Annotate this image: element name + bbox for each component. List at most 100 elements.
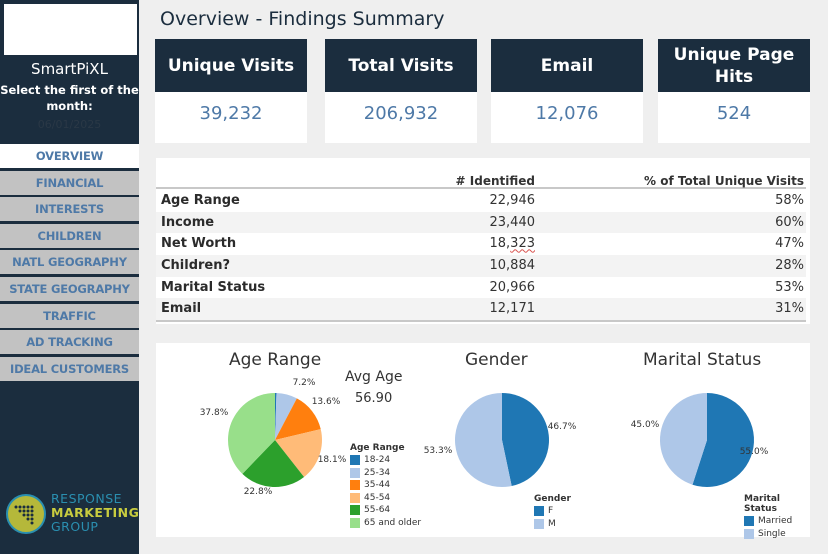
table-row: Income 23,440 60% [156, 211, 806, 234]
spellcheck-underline: 323 [510, 236, 535, 252]
legend-label: M [548, 518, 556, 529]
legend-title: Gender [534, 494, 571, 504]
table-header: # Identified % of Total Unique Visits [156, 174, 806, 189]
response-marketing-group-logo: RESPONSE MARKETING GROUP [6, 492, 140, 536]
row-label: Net Worth [161, 236, 237, 252]
avg-age-label: Avg Age [345, 369, 403, 385]
legend-item-m[interactable]: M [534, 518, 571, 531]
legend-label: 25-34 [364, 467, 391, 478]
legend-swatch [350, 492, 360, 503]
kpi-value: 12,076 [535, 103, 599, 124]
date-selector[interactable]: 06/01/2025 [37, 118, 102, 131]
nav-state-geography[interactable]: STATE GEOGRAPHY [0, 276, 139, 301]
pie-slice-65-and-older[interactable] [228, 393, 275, 474]
marital-status-pie: 55.0% 45.0% [631, 393, 769, 487]
nav-interests[interactable]: INTERESTS [0, 197, 139, 222]
rmg-line-2: MARKETING [51, 505, 140, 520]
legend-item-f[interactable]: F [534, 505, 571, 518]
kpi-unique-page-hits: Unique Page Hits 524 [658, 39, 810, 143]
table-row: Net Worth 18,323 47% [156, 233, 806, 255]
kpi-label: Unique Visits [155, 39, 307, 92]
date-prompt: Select the first of the month: [0, 83, 139, 113]
pie-label-f: 46.7% [548, 422, 577, 432]
kpi-value: 39,232 [199, 103, 263, 124]
legend-item-65-and-older[interactable]: 65 and older [350, 517, 421, 530]
kpi-label: Unique Page Hits [658, 39, 810, 92]
row-identified: 23,440 [489, 214, 536, 230]
legend-swatch [534, 518, 544, 529]
legend-item-45-54[interactable]: 45-54 [350, 492, 421, 505]
legend-item-25-34[interactable]: 25-34 [350, 467, 421, 480]
nav-natl-geography[interactable]: NATL GEOGRAPHY [0, 250, 139, 275]
nav-ideal-customers[interactable]: IDEAL CUSTOMERS [0, 356, 139, 381]
legend-swatch [350, 467, 360, 478]
pie-slice-single[interactable] [660, 393, 707, 485]
pie-slice-married[interactable] [692, 393, 754, 487]
legend-swatch [744, 528, 754, 539]
column-header-identified: # Identified [455, 174, 535, 188]
row-label: Marital Status [161, 279, 266, 295]
legend-swatch [350, 455, 360, 466]
kpi-unique-visits: Unique Visits 39,232 [155, 39, 307, 143]
column-header-pct: % of Total Unique Visits [644, 174, 804, 188]
kpi-label: Total Visits [325, 39, 477, 92]
rmg-logo-icon [6, 494, 46, 534]
row-label: Income [161, 214, 215, 230]
sidebar: SmartPiXL Select the first of the month:… [0, 0, 139, 554]
pie-label-45-54: 18.1% [318, 455, 347, 465]
avg-age-value: 56.90 [355, 391, 393, 406]
row-identified: 10,884 [489, 258, 536, 274]
legend-title: Age Range [350, 443, 405, 453]
table-row: Age Range 22,946 58% [156, 190, 806, 212]
row-pct: 31% [775, 301, 804, 317]
pie-slice-45-54[interactable] [275, 429, 322, 477]
pie-slice-25-34[interactable] [275, 393, 297, 440]
nav-financial[interactable]: FINANCIAL [0, 170, 139, 195]
row-pct: 47% [775, 236, 804, 252]
legend-label: Married [758, 516, 793, 527]
marital-status-legend: Marital Status Married Single [744, 494, 810, 540]
table-row: Email 12,171 31% [156, 298, 806, 321]
row-identified: 18,323 [489, 236, 535, 252]
row-pct: 58% [775, 193, 804, 208]
nav-overview[interactable]: OVERVIEW [0, 144, 139, 168]
row-identified: 22,946 [489, 193, 536, 208]
legend-label: 65 and older [364, 517, 422, 528]
client-logo-placeholder [4, 4, 137, 55]
nav-traffic[interactable]: TRAFFIC [0, 303, 139, 328]
nav-children[interactable]: CHILDREN [0, 223, 139, 248]
row-label: Email [161, 301, 202, 317]
age-range-chart-title: Age Range [229, 350, 322, 370]
pie-slice-m[interactable] [454, 393, 512, 487]
kpi-email: Email 12,076 [491, 39, 643, 143]
row-identified: 12,171 [489, 301, 536, 317]
legend-swatch [744, 516, 754, 527]
row-label: Age Range [161, 193, 240, 208]
sidebar-nav: OVERVIEW FINANCIAL INTERESTS CHILDREN NA… [0, 144, 139, 383]
pie-slice-55-64[interactable] [242, 440, 305, 487]
legend-item-18-24[interactable]: 18-24 [350, 454, 421, 467]
table-row: Marital Status 20,966 53% [156, 277, 806, 299]
charts-panel: Age Range Gender Marital Status Avg Age … [156, 343, 810, 540]
pie-slice-35-44[interactable] [275, 398, 321, 440]
legend-label: Single [758, 528, 786, 539]
legend-swatch [350, 505, 360, 516]
row-pct: 60% [775, 214, 804, 230]
kpi-value: 206,932 [363, 103, 439, 124]
legend-swatch [534, 506, 544, 517]
legend-item-55-64[interactable]: 55-64 [350, 504, 421, 517]
pie-label-35-44: 13.6% [312, 397, 341, 407]
pie-slice-18-24[interactable] [275, 393, 277, 440]
legend-item-35-44[interactable]: 35-44 [350, 479, 421, 492]
pie-slice-f[interactable] [502, 393, 549, 486]
legend-item-married[interactable]: Married [744, 515, 810, 528]
legend-label: 18-24 [364, 455, 391, 466]
brand-name: SmartPiXL [31, 60, 108, 78]
table-row: Children? 10,884 28% [156, 255, 806, 277]
pie-label-married: 55.0% [740, 447, 769, 457]
rmg-line-3: GROUP [51, 519, 99, 534]
legend-swatch [350, 517, 360, 528]
nav-ad-tracking[interactable]: AD TRACKING [0, 330, 139, 355]
legend-item-single[interactable]: Single [744, 528, 810, 541]
gender-legend: Gender F M [534, 494, 571, 530]
